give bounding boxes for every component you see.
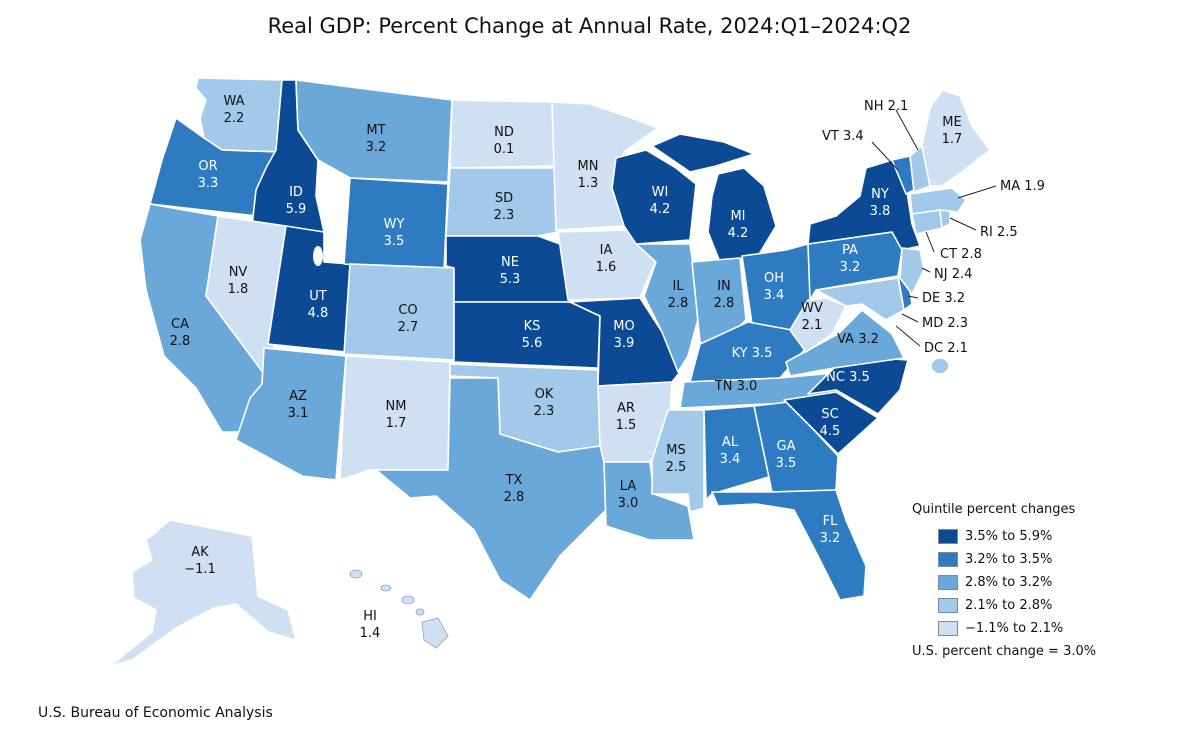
label-id: ID 5.9 bbox=[286, 185, 307, 217]
leader-lines bbox=[871, 109, 997, 347]
label-nj: NJ 2.4 bbox=[934, 267, 972, 282]
label-ga: GA 3.5 bbox=[776, 439, 797, 471]
label-oh: OH 3.4 bbox=[764, 271, 785, 303]
label-tn: TN 3.0 bbox=[714, 379, 758, 394]
legend-item: 3.2% to 3.5% bbox=[938, 548, 1096, 571]
label-ia: IA 1.6 bbox=[596, 243, 617, 275]
legend-swatch bbox=[938, 575, 958, 590]
legend-label: 2.8% to 3.2% bbox=[965, 575, 1053, 590]
map-title: Real GDP: Percent Change at Annual Rate,… bbox=[267, 14, 912, 38]
label-sc: SC 4.5 bbox=[820, 407, 841, 439]
label-in: IN 2.8 bbox=[714, 279, 735, 311]
label-pa: PA 3.2 bbox=[840, 243, 861, 275]
label-tx: TX 2.8 bbox=[504, 473, 525, 505]
state-mo bbox=[569, 297, 681, 387]
state-fl bbox=[711, 489, 867, 601]
state-tx bbox=[375, 377, 607, 601]
legend-item: 2.1% to 2.8% bbox=[938, 594, 1096, 617]
label-nc: NC 3.5 bbox=[826, 370, 870, 385]
label-la: LA 3.0 bbox=[618, 479, 639, 511]
label-md: MD 2.3 bbox=[922, 316, 968, 331]
legend-swatch bbox=[938, 552, 958, 567]
state-la bbox=[603, 461, 695, 541]
state-al bbox=[703, 405, 773, 501]
legend: Quintile percent changes 3.5% to 5.9% 3.… bbox=[912, 502, 1096, 659]
label-nh: NH 2.1 bbox=[864, 99, 908, 114]
label-ca: CA 2.8 bbox=[170, 317, 191, 349]
state-shapes bbox=[109, 77, 991, 667]
state-nj bbox=[899, 247, 925, 295]
external-labels: NH 2.1 VT 3.4 MA 1.9 RI 2.5 CT 2.8 NJ 2.… bbox=[822, 99, 1045, 356]
label-hi: HI 1.4 bbox=[360, 609, 381, 641]
label-wa: WA 2.2 bbox=[223, 94, 244, 126]
label-nm: NM 1.7 bbox=[386, 399, 407, 431]
state-ma bbox=[909, 187, 967, 215]
label-ms: MS 2.5 bbox=[666, 443, 687, 475]
state-ny bbox=[807, 159, 921, 251]
legend-label: 3.2% to 3.5% bbox=[965, 552, 1053, 567]
label-mt: MT 3.2 bbox=[366, 123, 387, 155]
label-ak: AK −1.1 bbox=[184, 545, 216, 577]
label-wi: WI 4.2 bbox=[650, 185, 671, 217]
label-al: AL 3.4 bbox=[720, 435, 741, 467]
legend-label: −1.1% to 2.1% bbox=[965, 621, 1064, 636]
great-salt-lake bbox=[313, 246, 323, 266]
label-az: AZ 3.1 bbox=[288, 389, 309, 421]
state-mn bbox=[551, 101, 659, 231]
label-ct: CT 2.8 bbox=[940, 247, 982, 262]
label-ar: AR 1.5 bbox=[616, 401, 637, 433]
label-me: ME 1.7 bbox=[942, 115, 963, 147]
legend-swatch bbox=[938, 529, 958, 544]
label-fl: FL 3.2 bbox=[820, 514, 841, 546]
us-percent-change: U.S. percent change = 3.0% bbox=[912, 644, 1097, 659]
label-de: DE 3.2 bbox=[922, 291, 965, 306]
state-sc bbox=[783, 391, 879, 455]
label-ky: KY 3.5 bbox=[732, 346, 773, 361]
state-ak bbox=[109, 519, 297, 667]
state-ks bbox=[453, 301, 601, 369]
legend-label: 3.5% to 5.9% bbox=[965, 529, 1053, 544]
label-ny: NY 3.8 bbox=[870, 187, 891, 219]
label-co: CO 2.7 bbox=[398, 303, 419, 335]
label-or: OR 3.3 bbox=[198, 159, 219, 191]
label-ne: NE 5.3 bbox=[500, 255, 521, 287]
legend-label: 2.1% to 2.8% bbox=[965, 598, 1053, 613]
label-vt: VT 3.4 bbox=[822, 129, 864, 144]
label-mi: MI 4.2 bbox=[728, 209, 749, 241]
state-ia bbox=[557, 229, 657, 301]
label-mo: MO 3.9 bbox=[613, 319, 634, 351]
label-ri: RI 2.5 bbox=[980, 225, 1018, 240]
legend-swatch bbox=[938, 621, 958, 636]
label-ok: OK 2.3 bbox=[534, 387, 555, 419]
state-va bbox=[785, 309, 905, 377]
legend-item: 2.8% to 3.2% bbox=[938, 571, 1096, 594]
label-sd: SD 2.3 bbox=[494, 191, 515, 223]
state-wi bbox=[611, 149, 697, 245]
label-ma: MA 1.9 bbox=[1000, 179, 1045, 194]
state-mi-upper bbox=[651, 133, 755, 173]
source-credit: U.S. Bureau of Economic Analysis bbox=[38, 705, 273, 721]
legend-swatch bbox=[938, 598, 958, 613]
state-dc-inset bbox=[930, 357, 950, 375]
state-me bbox=[921, 89, 991, 187]
label-nv: NV 1.8 bbox=[228, 265, 249, 297]
label-wv: WV 2.1 bbox=[801, 301, 823, 333]
legend-item: −1.1% to 2.1% bbox=[938, 617, 1096, 640]
legend-title: Quintile percent changes bbox=[912, 502, 1076, 517]
state-ga bbox=[753, 401, 839, 493]
label-dc: DC 2.1 bbox=[924, 341, 968, 356]
label-il: IL 2.8 bbox=[668, 279, 689, 311]
label-nd: ND 0.1 bbox=[494, 125, 515, 157]
label-mn: MN 1.3 bbox=[578, 159, 599, 191]
label-va: VA 3.2 bbox=[837, 332, 879, 347]
state-sd bbox=[445, 167, 559, 237]
state-labels: WA 2.2 OR 3.3 CA 2.8 ID 5.9 NV 1.8 UT 4.8 AZ 3.… bbox=[170, 94, 963, 641]
state-hi bbox=[349, 569, 449, 649]
label-ks: KS 5.6 bbox=[522, 319, 543, 351]
label-ut: UT 4.8 bbox=[308, 289, 329, 321]
label-wy: WY 3.5 bbox=[384, 217, 405, 249]
legend-item: 3.5% to 5.9% bbox=[938, 525, 1096, 548]
